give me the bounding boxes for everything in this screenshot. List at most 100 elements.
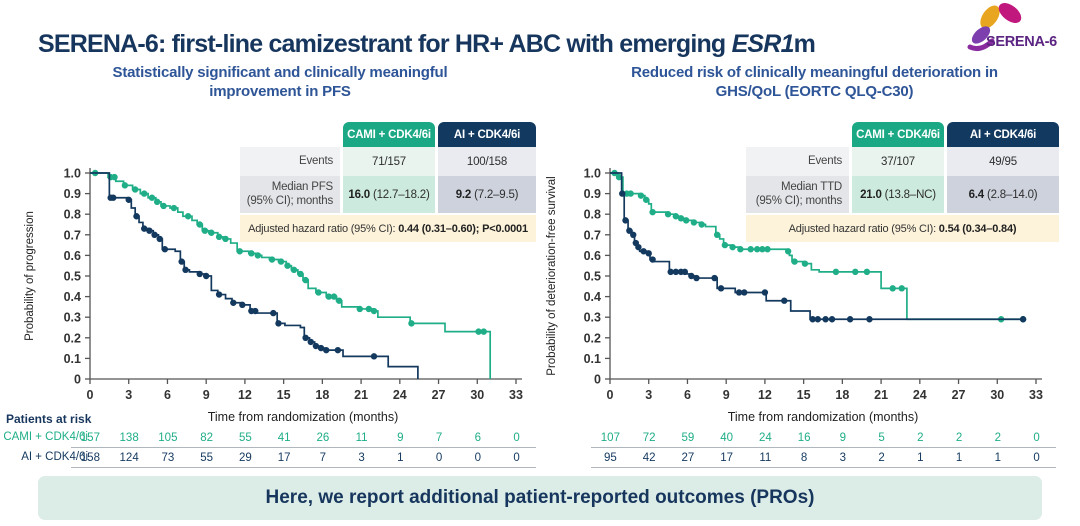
svg-text:27: 27 [432, 388, 446, 402]
at-risk-count: 40 [720, 432, 734, 444]
left-x-axis-title: Time from randomization (months) [207, 410, 399, 424]
at-risk-count: 11 [355, 432, 368, 444]
svg-text:0.6: 0.6 [64, 249, 81, 263]
median-cami-value: 16.0 (12.7–18.2) [343, 176, 435, 213]
right-chart-subtitle: Reduced risk of clinically meaningful de… [631, 64, 998, 100]
svg-text:12: 12 [758, 388, 772, 402]
svg-text:0.7: 0.7 [584, 228, 601, 242]
at-risk-count: 11 [759, 452, 772, 464]
svg-text:0.5: 0.5 [584, 270, 601, 284]
at-risk-count: 17 [277, 452, 291, 464]
at-risk-count: 157 [80, 432, 100, 444]
title-gene-italic: ESR1 [731, 29, 795, 58]
at-risk-row-cami-left: 157 138 105 82 55 41 26 11 9 7 6 0 [71, 429, 536, 448]
page-title: SERENA-6: first-line camizestrant for HR… [38, 30, 938, 59]
at-risk-count: 0 [513, 452, 520, 464]
at-risk-count: 1 [994, 452, 1002, 464]
events-row-label: Events [240, 147, 340, 176]
hazard-ratio-row: Adjusted hazard ratio (95% CI): 0.54 (0.… [746, 213, 1059, 242]
at-risk-count: 27 [681, 452, 695, 464]
svg-text:0.6: 0.6 [584, 249, 601, 263]
hazard-ratio-row: Adjusted hazard ratio (95% CI): 0.44 (0.… [240, 213, 536, 242]
at-risk-count: 9 [397, 432, 404, 444]
at-risk-count: 55 [238, 432, 252, 444]
events-ai-value: 49/95 [947, 147, 1059, 176]
title-suffix: m [793, 29, 816, 58]
svg-text:0.9: 0.9 [64, 187, 81, 201]
svg-text:21: 21 [874, 388, 888, 402]
at-risk-count: 5 [878, 432, 885, 444]
left-col-header-ai: AI + CDK4/6i [438, 122, 536, 147]
right-x-axis-title: Time from randomization (months) [727, 410, 919, 424]
at-risk-count: 1 [397, 452, 404, 464]
at-risk-row-ai-right: 95 42 27 17 11 8 3 2 1 1 1 0 [591, 449, 1056, 468]
svg-text:1.0: 1.0 [584, 167, 601, 181]
svg-text:0.8: 0.8 [64, 208, 81, 222]
at-risk-label-ai: AI + CDK4/6i [21, 451, 88, 463]
svg-text:0: 0 [74, 373, 81, 387]
serena6-logo: SERENA-6 [948, 2, 1074, 54]
events-cami-value: 71/157 [343, 147, 435, 176]
svg-text:0.1: 0.1 [584, 352, 601, 366]
median-row-label: Median TTD (95% CI); months [746, 176, 849, 213]
at-risk-count: 29 [238, 452, 252, 464]
median-row-label: Median PFS (95% CI); months [240, 176, 340, 213]
svg-text:0.4: 0.4 [64, 290, 81, 304]
summary-banner-text: Here, we report additional patient-repor… [265, 487, 815, 508]
svg-text:6: 6 [684, 388, 691, 402]
right-col-header-cami: CAMI + CDK4/6i [852, 122, 944, 147]
at-risk-count: 0 [435, 452, 443, 464]
at-risk-count: 0 [1033, 452, 1040, 464]
events-ai-value: 100/158 [438, 147, 536, 176]
at-risk-count: 55 [200, 452, 214, 464]
at-risk-count: 7 [319, 452, 327, 464]
svg-text:30: 30 [990, 388, 1004, 402]
at-risk-count: 41 [277, 432, 291, 444]
svg-text:27: 27 [952, 388, 966, 402]
at-risk-row-cami-right: 107 72 59 40 24 16 9 5 2 2 2 0 [591, 429, 1056, 448]
at-risk-count: 26 [316, 432, 330, 444]
svg-text:0.4: 0.4 [584, 290, 601, 304]
svg-text:0.2: 0.2 [64, 331, 81, 345]
svg-text:0.8: 0.8 [584, 208, 601, 222]
at-risk-count: 3 [358, 452, 365, 464]
left-stats-table: CAMI + CDK4/6i AI + CDK4/6i Events 71/15… [237, 122, 539, 242]
svg-text:3: 3 [645, 388, 652, 402]
svg-text:1.0: 1.0 [64, 167, 81, 181]
svg-text:15: 15 [797, 388, 811, 402]
svg-text:3: 3 [125, 388, 132, 402]
svg-text:0: 0 [607, 388, 614, 402]
at-risk-count: 6 [474, 432, 482, 444]
svg-text:15: 15 [277, 388, 291, 402]
at-risk-count: 73 [161, 452, 175, 464]
svg-text:24: 24 [393, 388, 407, 402]
svg-text:24: 24 [913, 388, 927, 402]
svg-text:18: 18 [315, 388, 329, 402]
svg-text:0: 0 [594, 373, 601, 387]
at-risk-count: 2 [955, 432, 963, 444]
svg-text:33: 33 [1029, 388, 1043, 402]
left-km-chart: 1.0 0.9 0.8 0.7 0.6 0.5 0.4 0.3 0.2 0.1 00 3 6 9 12 15 1… [64, 167, 523, 403]
svg-text:0: 0 [87, 388, 94, 402]
svg-text:30: 30 [470, 388, 484, 402]
at-risk-count: 124 [119, 452, 139, 464]
svg-text:21: 21 [354, 388, 368, 402]
svg-text:9: 9 [203, 388, 210, 402]
median-cami-value: 21.0 (13.8–NC) [852, 176, 944, 213]
at-risk-count: 2 [994, 432, 1002, 444]
svg-text:0.3: 0.3 [64, 311, 81, 325]
at-risk-count: 72 [642, 432, 656, 444]
at-risk-count: 1 [955, 452, 963, 464]
at-risk-count: 158 [80, 452, 100, 464]
right-stats-table: CAMI + CDK4/6i AI + CDK4/6i Events 37/10… [743, 122, 1062, 242]
left-col-header-cami: CAMI + CDK4/6i [343, 122, 435, 147]
summary-banner: Here, we report additional patient-repor… [38, 476, 1042, 520]
at-risk-row-ai-left: 158 124 73 55 29 17 7 3 1 0 0 0 [71, 449, 536, 468]
svg-text:0.2: 0.2 [584, 331, 601, 345]
svg-text:0.7: 0.7 [64, 228, 81, 242]
logo-text: SERENA-6 [986, 34, 1057, 50]
svg-text:18: 18 [835, 388, 849, 402]
svg-text:0.1: 0.1 [64, 352, 81, 366]
at-risk-count: 2 [917, 432, 924, 444]
at-risk-count: 3 [839, 452, 847, 464]
